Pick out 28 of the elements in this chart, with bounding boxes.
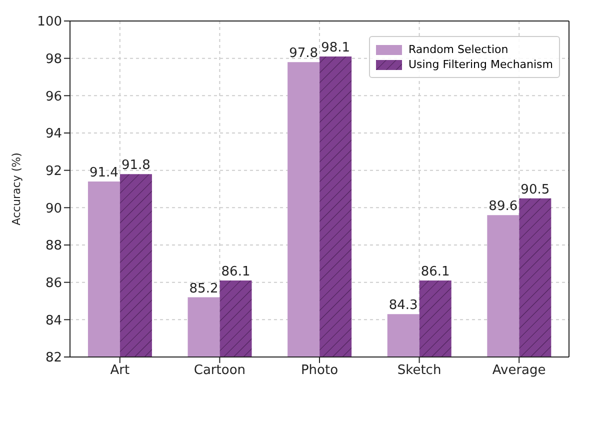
legend-label: Using Filtering Mechanism (408, 58, 553, 71)
x-tick-label: Average (492, 363, 546, 378)
x-tick-label: Art (110, 363, 130, 378)
data-label: 84.3 (388, 298, 418, 314)
x-tick-label: Cartoon (194, 363, 246, 378)
y-tick-label: 92 (45, 164, 62, 179)
y-tick-label: 96 (45, 89, 62, 104)
data-label: 91.4 (89, 166, 118, 181)
y-tick-label: 88 (45, 238, 62, 254)
data-label: 97.8 (289, 46, 318, 62)
y-tick-label: 84 (45, 313, 62, 328)
legend-label: Random Selection (408, 43, 508, 56)
data-label: 90.5 (520, 182, 550, 198)
y-tick-label: 90 (45, 201, 62, 216)
y-tick-label: 98 (45, 52, 62, 67)
data-label: 89.6 (488, 199, 518, 214)
y-axis-title: Accuracy (%) (10, 152, 23, 226)
data-label: 91.8 (121, 158, 150, 174)
x-tick-label: Sketch (397, 363, 442, 378)
y-tick-label: 86 (45, 276, 62, 291)
y-tick-label: 100 (37, 14, 62, 30)
data-label: 85.2 (189, 281, 218, 296)
y-tick-label: 94 (45, 126, 62, 142)
y-tick-label: 82 (45, 350, 62, 366)
x-tick-label: Photo (300, 363, 338, 378)
data-label: 86.1 (221, 264, 250, 280)
data-label: 86.1 (420, 264, 450, 280)
data-label: 98.1 (321, 40, 350, 56)
